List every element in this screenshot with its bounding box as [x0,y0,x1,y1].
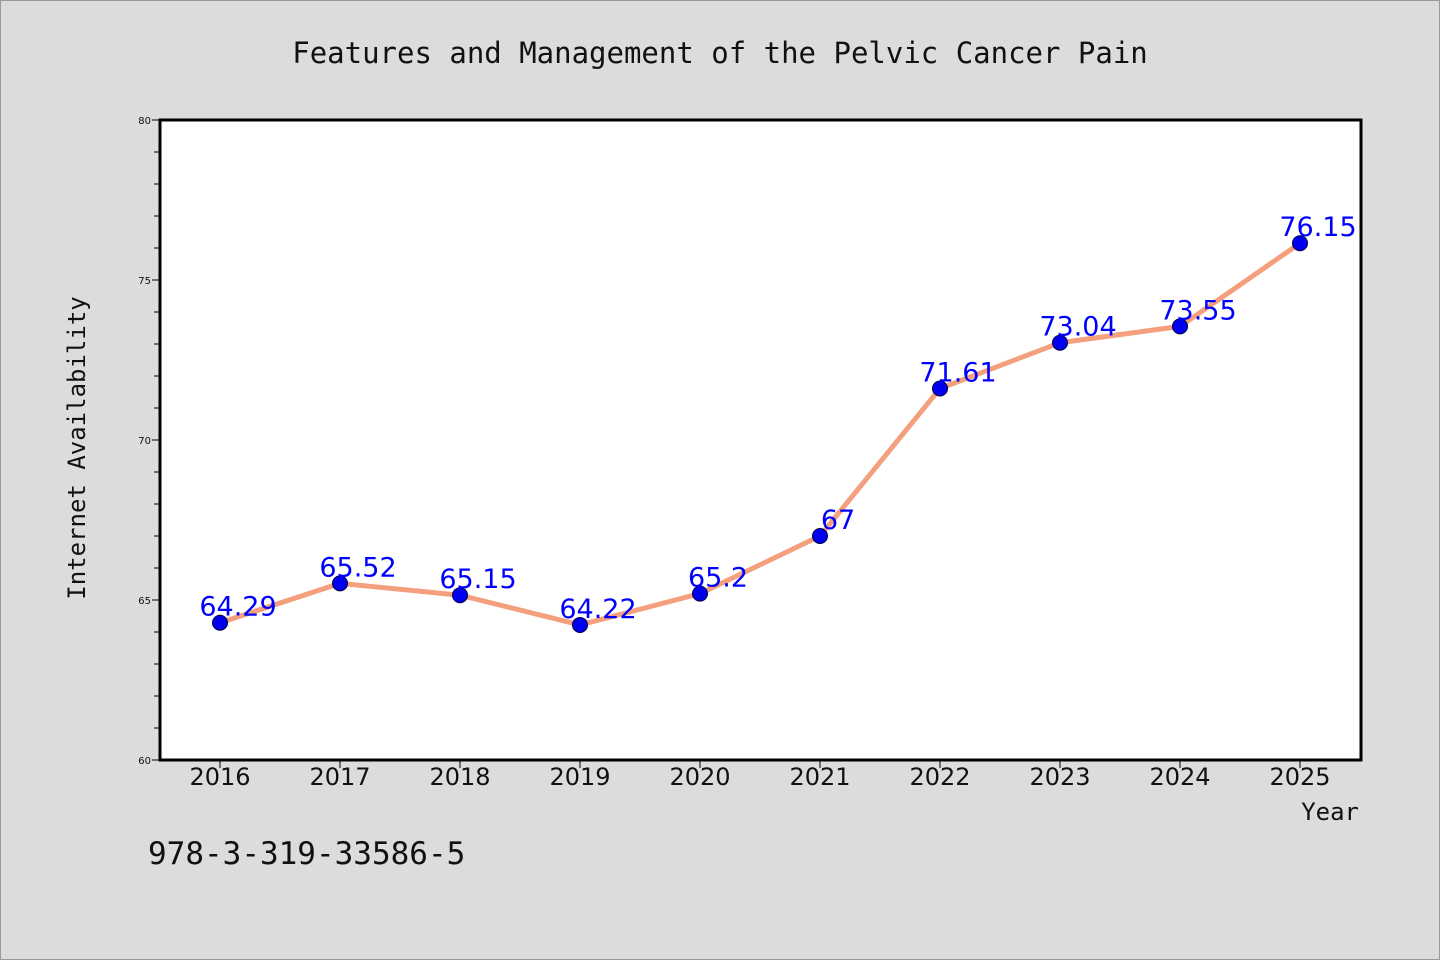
chart-title: Features and Management of the Pelvic Ca… [292,36,1148,70]
x-tick-label: 2024 [1149,763,1210,791]
data-label: 73.55 [1159,295,1236,326]
x-tick-label: 2019 [549,763,610,791]
x-axis-label: Year [1301,798,1359,826]
x-tick-label: 2022 [909,763,970,791]
x-tick-label: 2021 [789,763,850,791]
data-label: 67 [821,505,855,536]
y-axis: 60 65 70 75 80 [138,116,160,767]
x-axis: 2016 2017 2018 2019 2020 2021 2022 2023 2024 2025 [189,760,1331,791]
data-point [332,575,348,592]
data-point [452,587,468,604]
y-tick-label: 80 [138,116,151,127]
data-label: 73.04 [1039,312,1116,343]
isbn-annotation: 978-3-319-33586-5 [148,836,465,872]
data-point [212,614,228,631]
plot-area [158,118,1363,762]
data-point [1052,334,1068,351]
data-label: 65.15 [439,564,516,595]
y-tick-label: 70 [138,436,151,447]
data-label: 65.2 [688,563,748,594]
x-tick-label: 2020 [669,763,730,791]
series-line [217,240,1303,628]
x-tick-label: 2018 [429,763,490,791]
data-label: 76.15 [1279,212,1356,243]
x-tick-label: 2017 [309,763,370,791]
x-tick-label: 2016 [189,763,250,791]
data-label: 64.22 [559,594,636,625]
data-point [812,528,828,544]
data-label: 65.52 [319,552,396,583]
y-axis-label: Internet Availability [63,296,91,599]
y-tick-label: 65 [138,596,151,607]
y-tick-label: 60 [138,756,151,767]
x-tick-label: 2025 [1269,763,1330,791]
data-point [1172,318,1188,335]
data-point [572,616,588,633]
data-label: 64.29 [199,592,276,623]
data-series [212,235,1308,633]
y-tick-label: 75 [138,276,151,287]
data-point [692,585,708,602]
data-labels: 64.29 65.52 65.15 64.22 65.2 67 71.61 73.04 73.5… [199,212,1356,625]
data-point [932,380,948,397]
x-tick-label: 2023 [1029,763,1090,791]
data-point [1292,235,1308,252]
data-label: 71.61 [919,357,996,388]
